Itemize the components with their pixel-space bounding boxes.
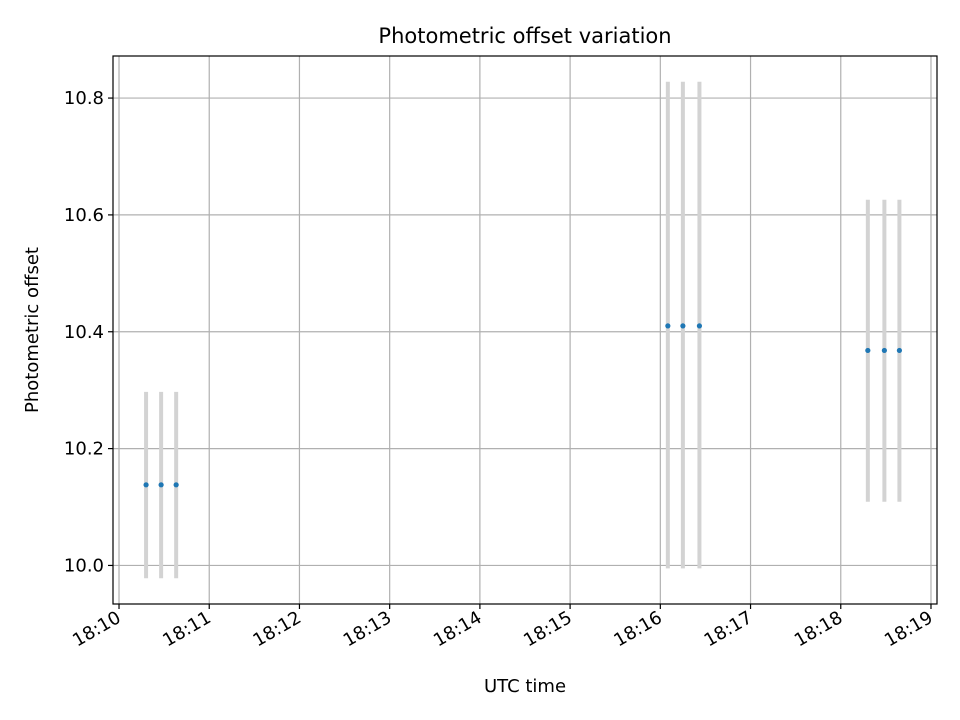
chart-title: Photometric offset variation [378,24,671,48]
y-tick-label: 10.8 [64,88,104,109]
data-point [881,347,887,354]
plot-frame [112,55,938,605]
y-tick-label: 10.2 [64,439,104,460]
data-point [865,347,871,354]
y-tick-label: 10.4 [64,322,104,343]
data-point [896,347,903,354]
data-point [158,482,164,488]
y-tick-label: 10.0 [64,555,104,576]
plot-background [113,56,937,604]
data-points [143,323,903,488]
x-axis-label: UTC time [484,676,566,697]
data-point [680,323,686,329]
grid [113,56,937,604]
data-point [665,323,671,329]
y-axis-label: Photometric offset [22,247,43,413]
data-point [143,482,149,488]
y-axis: 10.0 10.2 10.4 10.6 10.8 [64,88,113,576]
data-point [696,323,703,329]
y-tick-label: 10.6 [64,205,104,226]
data-point [173,482,179,488]
